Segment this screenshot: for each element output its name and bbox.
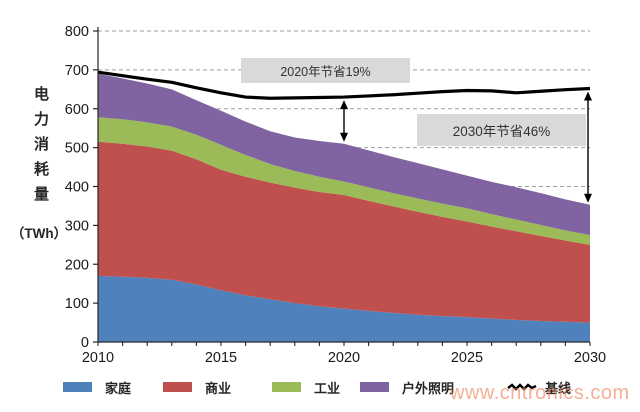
y-tick-label: 300 <box>65 218 89 234</box>
y-axis-title: 电力消耗量 <box>32 86 49 211</box>
y-tick-label: 100 <box>65 296 89 312</box>
baseline-line-swatch-icon <box>507 383 537 391</box>
legend-label: 商业 <box>205 380 232 396</box>
y-tick-label: 600 <box>65 102 89 118</box>
y-tick-label: 800 <box>65 24 89 40</box>
legend-item-household: 家庭 <box>63 378 131 396</box>
y-tick-label: 400 <box>65 180 89 196</box>
annotation-2030-savings: 2030年节省46% <box>417 114 586 146</box>
chart-legend: 家庭 商业 工业 户外照明 基线 <box>0 378 640 400</box>
legend-label: 基线 <box>545 380 572 396</box>
y-tick-label: 200 <box>65 257 89 273</box>
y-tick-label: 0 <box>81 335 89 351</box>
legend-item-commercial: 商业 <box>163 378 231 396</box>
legend-label: 户外照明 <box>402 380 455 396</box>
area-series-3 <box>98 73 590 236</box>
area-series-0 <box>98 275 590 342</box>
commercial-swatch-icon <box>163 382 192 392</box>
legend-label: 工业 <box>314 380 341 396</box>
y-tick-label: 700 <box>65 63 89 79</box>
x-tick-label: 2020 <box>328 350 360 366</box>
x-tick-label: 2010 <box>82 350 114 366</box>
outdoor-lighting-swatch-icon <box>360 382 389 392</box>
y-tick-label: 500 <box>65 141 89 157</box>
area-series-2 <box>98 117 590 245</box>
legend-item-baseline: 基线 <box>507 378 571 396</box>
y-axis-unit: （TWh） <box>10 226 68 241</box>
x-tick-label: 2025 <box>451 350 483 366</box>
legend-item-outdoor-lighting: 户外照明 <box>360 378 454 396</box>
x-tick-label: 2015 <box>205 350 237 366</box>
legend-item-industry: 工业 <box>272 378 340 396</box>
baseline-line <box>97 70 591 100</box>
annotation-2020-savings: 2020年节省19% <box>241 58 410 83</box>
x-tick-label: 2030 <box>574 350 606 366</box>
area-series-1 <box>98 141 590 323</box>
industry-swatch-icon <box>272 382 301 392</box>
legend-label: 家庭 <box>105 380 132 396</box>
household-swatch-icon <box>63 382 92 392</box>
